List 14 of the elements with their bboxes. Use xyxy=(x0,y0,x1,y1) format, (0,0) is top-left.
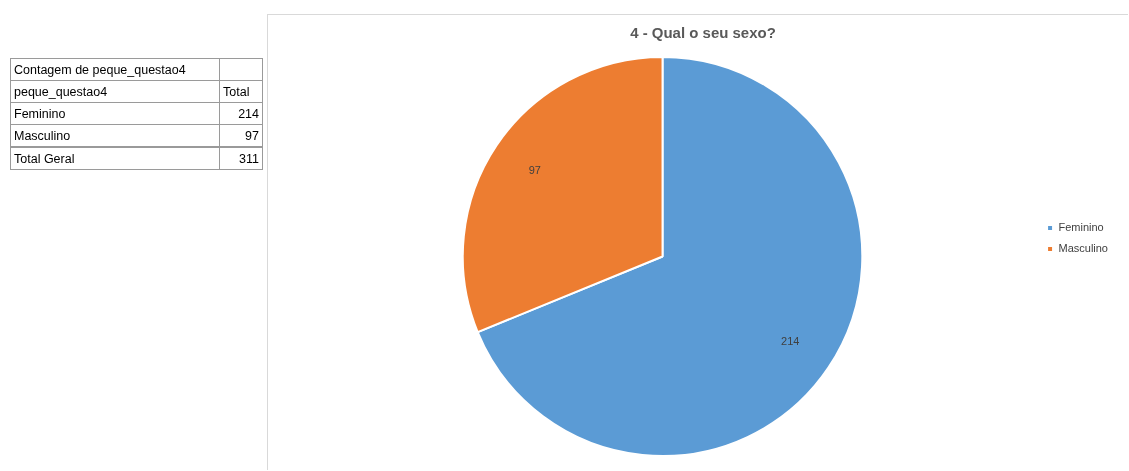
data-label: 97 xyxy=(219,124,263,147)
chart-title: 4 - Qual o seu sexo? xyxy=(630,24,776,42)
data-label: 311 xyxy=(219,147,263,170)
text: Total xyxy=(219,80,263,103)
text: Contagem de peque_questao4 xyxy=(10,58,220,81)
category-label: Masculino xyxy=(10,124,220,147)
data-label: 214 xyxy=(219,102,263,125)
legend-label: Masculino xyxy=(1058,242,1108,255)
data-label: 97 xyxy=(528,163,541,176)
legend-label: Feminino xyxy=(1058,221,1104,234)
data-label: 214 xyxy=(781,335,800,348)
category-label: Total Geral xyxy=(10,147,220,170)
text: peque_questao4 xyxy=(10,80,220,103)
category-label: Feminino xyxy=(10,102,220,125)
